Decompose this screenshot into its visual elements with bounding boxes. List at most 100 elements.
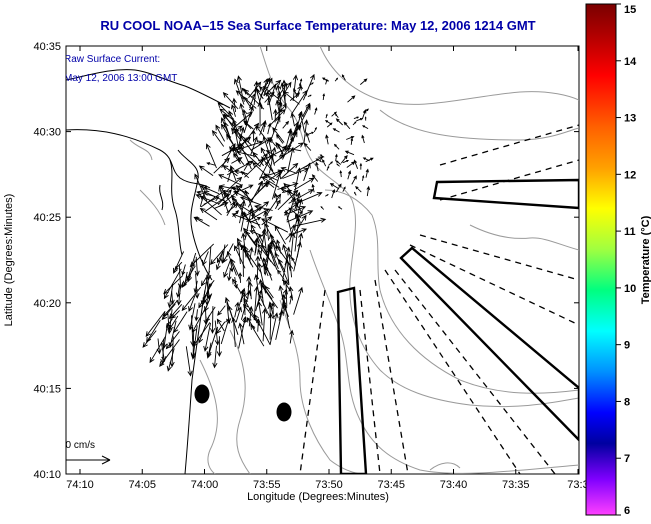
current-vector: [200, 271, 211, 287]
current-vector: [293, 286, 304, 315]
current-vector: [259, 169, 284, 179]
radar-footprints: [299, 124, 579, 474]
current-vector: [288, 189, 315, 204]
surface-current-vectors: [142, 73, 374, 377]
current-vector: [359, 162, 363, 170]
coastline-staten-island: [66, 69, 231, 109]
y-tick-label: 40:25: [33, 212, 61, 224]
current-vector: [336, 163, 340, 167]
current-vector: [277, 143, 285, 157]
current-vector: [280, 166, 298, 174]
current-vector: [257, 243, 276, 267]
current-vector: [203, 322, 211, 352]
current-vector: [256, 300, 263, 326]
current-vector: [173, 311, 188, 334]
current-vector: [232, 278, 242, 294]
current-vector: [325, 134, 329, 145]
current-vector: [294, 217, 301, 252]
current-vector: [261, 156, 276, 176]
current-vector: [242, 108, 248, 125]
current-vector: [307, 94, 312, 98]
current-vector: [299, 83, 303, 89]
current-vector: [273, 108, 278, 123]
colorbar-ticks: 15 14 13 12 11 10 9 8 7 6: [616, 3, 637, 517]
current-vector: [231, 119, 239, 147]
current-vector: [249, 230, 263, 237]
current-vector: [320, 206, 325, 210]
current-vector: [302, 73, 315, 101]
current-vector: [248, 246, 254, 261]
current-vector: [145, 311, 166, 338]
current-vector: [287, 146, 295, 173]
current-vector: [237, 287, 246, 312]
x-tick-label: 73:3: [567, 479, 588, 491]
current-vector: [210, 244, 229, 265]
footprint-dash: [439, 124, 579, 166]
x-tick-label: 74:10: [66, 479, 94, 491]
current-vector: [351, 175, 357, 185]
current-vector: [315, 161, 319, 172]
current-vector: [281, 293, 291, 329]
current-vector: [269, 239, 274, 251]
current-vector: [142, 330, 157, 348]
current-vector: [219, 108, 237, 123]
current-vector: [223, 121, 231, 138]
current-vector: [344, 150, 355, 156]
current-vector: [232, 136, 252, 152]
current-vector: [275, 309, 284, 340]
current-vector: [188, 295, 196, 312]
current-vector: [227, 268, 232, 282]
current-vector: [309, 82, 314, 86]
current-vector: [258, 78, 269, 103]
current-vector: [290, 124, 302, 136]
y-tick-label: 40:10: [33, 469, 61, 481]
current-vector: [328, 161, 334, 166]
current-vector: [216, 318, 225, 332]
current-vector: [262, 85, 279, 100]
current-vector: [284, 259, 290, 285]
current-vector: [173, 251, 185, 274]
current-vector: [211, 130, 225, 147]
current-vector: [269, 232, 278, 256]
coastline: [66, 69, 231, 474]
current-vector: [222, 92, 239, 110]
current-vector: [238, 322, 245, 345]
current-vector: [217, 305, 226, 316]
footprint-dash: [384, 269, 521, 474]
current-vector: [299, 78, 303, 85]
current-vector: [205, 306, 216, 323]
current-vector: [292, 74, 299, 102]
current-vector: [355, 186, 362, 193]
colorbar-tick-label: 11: [624, 226, 636, 238]
current-vector: [331, 111, 337, 117]
current-vector: [251, 129, 256, 142]
current-vector: [285, 232, 293, 241]
current-vector: [319, 154, 325, 158]
current-vector: [241, 292, 248, 316]
current-vector: [277, 182, 299, 190]
plot-frame: [65, 45, 580, 475]
scale-arrow: [66, 455, 111, 465]
station-marker: [194, 384, 210, 404]
current-vector: [226, 160, 254, 176]
current-vector: [230, 104, 236, 117]
current-vector: [322, 93, 326, 101]
current-vector: [182, 271, 188, 287]
current-vector: [257, 180, 263, 194]
current-vector: [238, 272, 243, 283]
current-vector: [335, 118, 344, 126]
current-vector: [239, 199, 246, 224]
current-vector: [204, 293, 213, 313]
current-vector: [366, 185, 371, 197]
x-tick-label: 73:45: [377, 479, 405, 491]
current-vector: [263, 210, 270, 241]
contour-line: [279, 299, 361, 474]
x-tick-label: 73:55: [253, 479, 281, 491]
current-vector: [199, 195, 222, 216]
current-vector: [282, 91, 300, 105]
current-vector: [215, 124, 225, 142]
y-tick-label: 40:35: [33, 41, 61, 53]
current-vector: [295, 191, 323, 205]
current-vector: [190, 315, 196, 347]
current-vector: [231, 213, 261, 226]
